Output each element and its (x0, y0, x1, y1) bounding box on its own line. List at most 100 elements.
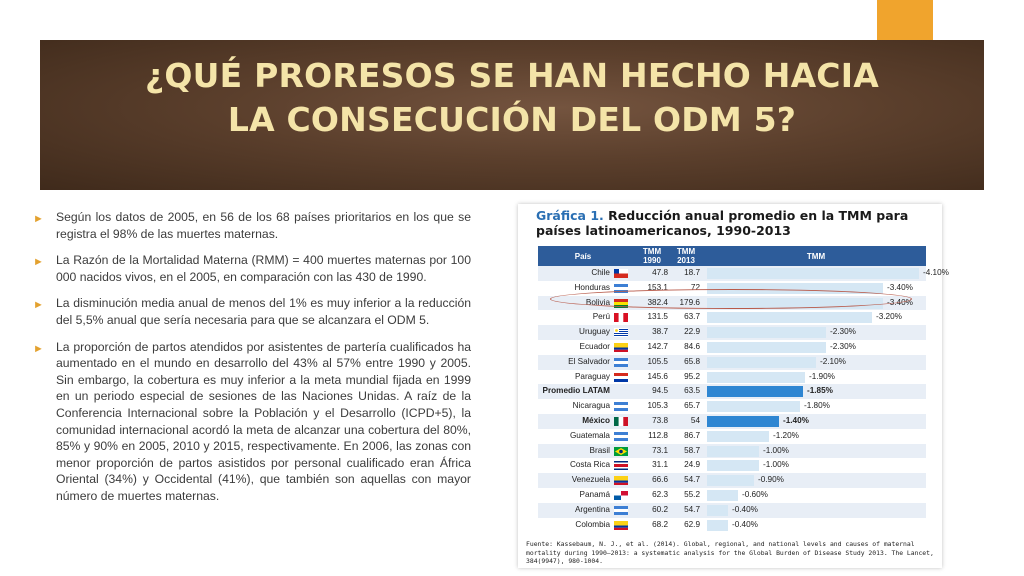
tmm-bar (707, 475, 754, 487)
table-row: Nicaragua 105.3 65.7 -1.80% (538, 399, 926, 414)
paraguay-flag-icon (614, 372, 628, 382)
slide-title-line-1: ¿QUÉ PRORESOS SE HAN HECHO HACIA (145, 56, 879, 95)
country-label: Panamá (579, 489, 611, 499)
tmm-2013-value: 54 (690, 415, 700, 425)
tmm-bar (707, 312, 872, 324)
tmm-1990-value: 47.8 (652, 268, 668, 277)
tmm-2013-value: 86.7 (684, 430, 700, 440)
tmm-percent-label: -1.40% (783, 415, 809, 425)
country-label: Perú (592, 312, 610, 322)
tmm-2013-value: 22.9 (684, 327, 700, 337)
tmm-percent-label: -0.60% (742, 489, 768, 499)
tmm-bar (707, 415, 779, 427)
tmm-percent-label: -1.00% (763, 445, 789, 455)
elsalvador-flag-icon (614, 357, 628, 367)
tmm-1990-value: 73.8 (652, 415, 668, 425)
tmm-percent-label: -2.10% (820, 356, 846, 366)
table-row: El Salvador 105.5 65.8 -2.10% (538, 354, 926, 370)
table-row: Perú 131.5 63.7 -3.20% (538, 310, 926, 325)
nicaragua-flag-icon (614, 402, 628, 412)
tmm-percent-label: -0.90% (758, 475, 784, 485)
tmm-percent-label: -1.20% (773, 430, 799, 440)
tmm-2013-value: 54.7 (684, 504, 700, 514)
chart-title-label: Gráfica 1. (536, 208, 604, 223)
bullet-arrow-icon: ► (33, 256, 44, 269)
table-row: Colombia 68.2 62.9 -0.40% (538, 518, 926, 533)
table-row: Costa Rica 31.1 24.9 -1.00% (538, 458, 926, 473)
chile-flag-icon (614, 269, 628, 278)
tmm-percent-label: -3.20% (876, 312, 902, 322)
bullet-item: ► La Razón de la Mortalidad Materna (RMM)… (33, 252, 471, 285)
tmm-1990-value: 131.5 (647, 312, 669, 322)
tmm-percent-label: -2.30% (830, 341, 856, 351)
source-citation: Fuente: Kassebaum, N. J., et al. (2014).… (526, 540, 934, 565)
tmm-bar (707, 371, 805, 383)
header-tmm-1990: TMM 1990 (642, 247, 662, 265)
tmm-2013-value: 54.7 (684, 475, 700, 485)
tmm-1990-value: 105.5 (647, 356, 669, 366)
slide-title: ¿QUÉ PRORESOS SE HAN HECHO HACIA LA CONS… (40, 54, 984, 142)
tmm-2013-value: 24.9 (684, 460, 700, 470)
tmm-percent-label: -4.10% (923, 268, 949, 277)
table-header: País TMM 1990 TMM 2013 TMM (538, 246, 926, 266)
table-row: Paraguay 145.6 95.2 -1.90% (538, 370, 926, 385)
tmm-2013-value: 58.7 (684, 445, 700, 455)
tmm-1990-value: 60.2 (652, 504, 668, 514)
tmm-2013-value: 18.7 (684, 268, 700, 277)
country-label: Venezuela (571, 475, 610, 485)
venezuela-flag-icon (614, 476, 628, 486)
highlight-oval (550, 289, 912, 309)
slide-title-line-2: LA CONSECUCIÓN DEL ODM 5? (227, 100, 797, 139)
ecuador-flag-icon (614, 342, 628, 352)
tmm-bar (707, 282, 883, 294)
tmm-percent-label: -0.40% (732, 519, 758, 529)
bullet-arrow-icon: ► (33, 342, 44, 355)
table-row: Panamá 62.3 55.2 -0.60% (538, 488, 926, 503)
tmm-bar (707, 489, 738, 501)
panama-flag-icon (614, 490, 628, 500)
bullet-text: La proporción de partos atendidos por as… (56, 339, 471, 503)
tmm-percent-label: -1.00% (763, 460, 789, 470)
tmm-2013-value: 55.2 (684, 489, 700, 499)
tmm-percent-label: -1.85% (807, 386, 833, 396)
country-label: Chile (591, 268, 610, 277)
table-row: Promedio LATAM 94.5 63.5 -1.85% (538, 384, 926, 400)
tmm-2013-value: 65.8 (684, 356, 700, 366)
tmm-bar (707, 268, 919, 279)
tmm-1990-value: 62.3 (652, 489, 668, 499)
tmm-1990-value: 31.1 (652, 460, 668, 470)
bullet-arrow-icon: ► (33, 299, 44, 312)
country-label: Honduras (574, 282, 610, 292)
tmm-bar (707, 401, 800, 413)
chart-title-text: Reducción anual promedio en la TMM para … (536, 208, 909, 238)
country-label: Brasil (589, 445, 610, 455)
tmm-1990-value: 94.5 (652, 386, 668, 396)
tmm-1990-value: 73.1 (652, 445, 668, 455)
tmm-1990-value: 68.2 (652, 519, 668, 529)
country-label: Paraguay (574, 371, 610, 381)
tmm-bar (707, 430, 769, 442)
country-label: Colombia (575, 519, 610, 529)
table-row: Chile 47.8 18.7 -4.10% (538, 266, 949, 281)
tmm-2013-value: 62.9 (684, 519, 700, 529)
header-tmm-2013: TMM 2013 (676, 247, 696, 265)
tmm-percent-label: -2.30% (830, 327, 856, 337)
colombia-flag-icon (614, 520, 628, 530)
country-label: Uruguay (579, 327, 610, 337)
bullet-arrow-icon: ► (33, 213, 44, 225)
peru-flag-icon (614, 313, 628, 323)
country-label: México (582, 415, 610, 425)
brasil-flag-icon (614, 446, 628, 456)
table-row: Brasil 73.1 58.7 -1.00% (538, 443, 926, 459)
table-row: Guatemala 112.8 86.7 -1.20% (538, 429, 926, 444)
argentina-flag-icon (614, 505, 628, 515)
tmm-2013-value: 95.2 (684, 371, 700, 381)
table-row: Uruguay 38.7 22.9 -2.30% (538, 325, 926, 340)
chart-panel: Gráfica 1. Reducción anual promedio en l… (518, 204, 949, 568)
country-label: Costa Rica (569, 460, 610, 470)
country-label: Nicaragua (572, 401, 610, 411)
bullet-text: Según los datos de 2005, en 56 de los 68… (56, 210, 471, 241)
tmm-2013-value: 65.7 (684, 401, 700, 411)
tmm-bar (707, 519, 728, 531)
bullet-item: ► Según los datos de 2005, en 56 de los 6… (33, 209, 471, 242)
